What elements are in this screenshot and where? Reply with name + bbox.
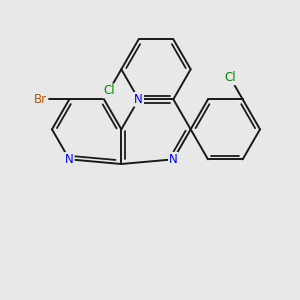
Text: Cl: Cl	[224, 71, 236, 84]
Text: N: N	[169, 153, 178, 166]
Text: Cl: Cl	[103, 84, 115, 98]
Text: Br: Br	[34, 93, 47, 106]
Text: N: N	[65, 153, 74, 166]
Text: N: N	[134, 93, 143, 106]
